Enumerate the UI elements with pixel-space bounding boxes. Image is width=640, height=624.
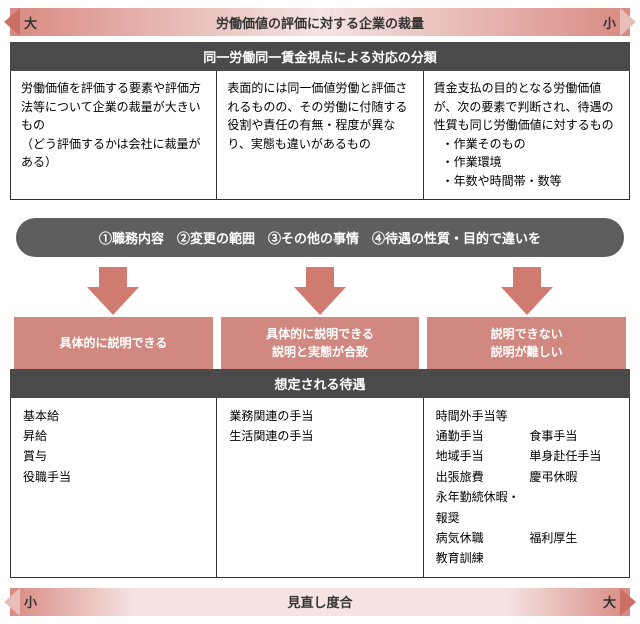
item: 生活関連の手当: [229, 426, 410, 446]
down-arrow-icon: [294, 287, 346, 315]
item: 慶弔休暇: [529, 467, 617, 487]
arrow-left-icon: [4, 588, 20, 616]
bottom-gradient-bar: 小 見直し度合 大: [10, 588, 630, 616]
tcol-1: 基本給 昇給 賞与 役職手当: [11, 398, 217, 577]
box-line: 説明できない: [431, 325, 622, 343]
box-line: 具体的に説明できる: [225, 325, 416, 343]
item: 教育訓練: [436, 548, 524, 568]
item: 基本給: [23, 406, 204, 426]
bullet: 作業そのもの: [442, 135, 619, 154]
box-line: 具体的に説明できる: [18, 334, 209, 352]
item: 時間外手当等: [436, 406, 524, 426]
item: 福利厚生: [529, 528, 617, 548]
col-2: 表面的には同一価値労働と評価されるものの、その労働に付随する役割や責任の有無・程…: [217, 71, 423, 199]
tcol-2: 業務関連の手当 生活関連の手当: [217, 398, 423, 577]
item: 永年勤続休暇・報奨: [436, 487, 524, 528]
classification-columns: 労働価値を評価する要素や評価方法等について企業の裁量が大きいもの （どう評価する…: [10, 71, 630, 200]
arrow-left-icon: [4, 8, 20, 36]
item: 賞与: [23, 446, 204, 466]
item: 地域手当: [436, 446, 524, 466]
header-classification: 同一労働同一賃金視点による対応の分類: [10, 42, 630, 71]
top-gradient-bar: 大 労働価値の評価に対する企業の裁量 小: [10, 8, 630, 36]
item: 病気休職: [436, 528, 524, 548]
top-left-label: 大: [24, 13, 37, 32]
box-1: 具体的に説明できる: [14, 317, 213, 369]
down-arrow-icon: [87, 287, 139, 315]
down-arrow-icon: [501, 287, 553, 315]
bullet: 年数や時間帯・数等: [442, 172, 619, 191]
col-3-text: 賃金支払の目的となる労働価値が、次の要素で判断され、待遇の性質も同じ労働価値に対…: [434, 79, 619, 135]
item: [529, 487, 617, 528]
treatment-columns: 基本給 昇給 賞与 役職手当 業務関連の手当 生活関連の手当 時間外手当等 通勤…: [10, 398, 630, 578]
item: 通勤手当: [436, 426, 524, 446]
item: 単身赴任手当: [529, 446, 617, 466]
arrow-right-icon: [620, 8, 636, 36]
top-right-label: 小: [603, 13, 616, 32]
explanation-boxes: 具体的に説明できる 具体的に説明できる 説明と実態が合致 説明できない 説明が難…: [14, 317, 626, 369]
item: 役職手当: [23, 467, 204, 487]
bullet: 作業環境: [442, 153, 619, 172]
header-treatment: 想定される待遇: [10, 369, 630, 398]
arrow-right-icon: [620, 588, 636, 616]
box-3: 説明できない 説明が難しい: [427, 317, 626, 369]
box-line: 説明が難しい: [431, 343, 622, 361]
bot-left-label: 小: [24, 592, 37, 611]
col-1: 労働価値を評価する要素や評価方法等について企業の裁量が大きいもの （どう評価する…: [11, 71, 217, 199]
bot-mid-label: 見直し度合: [287, 592, 352, 611]
col-1-note: （どう評価するかは会社に裁量がある）: [21, 135, 206, 172]
col-2-text: 表面的には同一価値労働と評価されるものの、その労働に付随する役割や責任の有無・程…: [227, 79, 412, 153]
col-3-bullets: 作業そのもの 作業環境 年数や時間帯・数等: [442, 135, 619, 191]
item: 食事手当: [529, 426, 617, 446]
bot-right-label: 大: [603, 592, 616, 611]
down-arrows: [10, 287, 630, 315]
item: [529, 406, 617, 426]
item: 出張旅費: [436, 467, 524, 487]
tcol-3: 時間外手当等 通勤手当食事手当 地域手当単身赴任手当 出張旅費慶弔休暇 永年勤続…: [424, 398, 629, 577]
item: [529, 548, 617, 568]
criteria-band: ①職務内容 ②変更の範囲 ③その他の事情 ④待遇の性質・目的で違いを: [16, 218, 624, 257]
top-mid-label: 労働価値の評価に対する企業の裁量: [216, 13, 424, 32]
col-3: 賃金支払の目的となる労働価値が、次の要素で判断され、待遇の性質も同じ労働価値に対…: [424, 71, 629, 199]
box-2: 具体的に説明できる 説明と実態が合致: [221, 317, 420, 369]
box-line: 説明と実態が合致: [225, 343, 416, 361]
item: 昇給: [23, 426, 204, 446]
item: 業務関連の手当: [229, 406, 410, 426]
col-1-text: 労働価値を評価する要素や評価方法等について企業の裁量が大きいもの: [21, 79, 206, 135]
